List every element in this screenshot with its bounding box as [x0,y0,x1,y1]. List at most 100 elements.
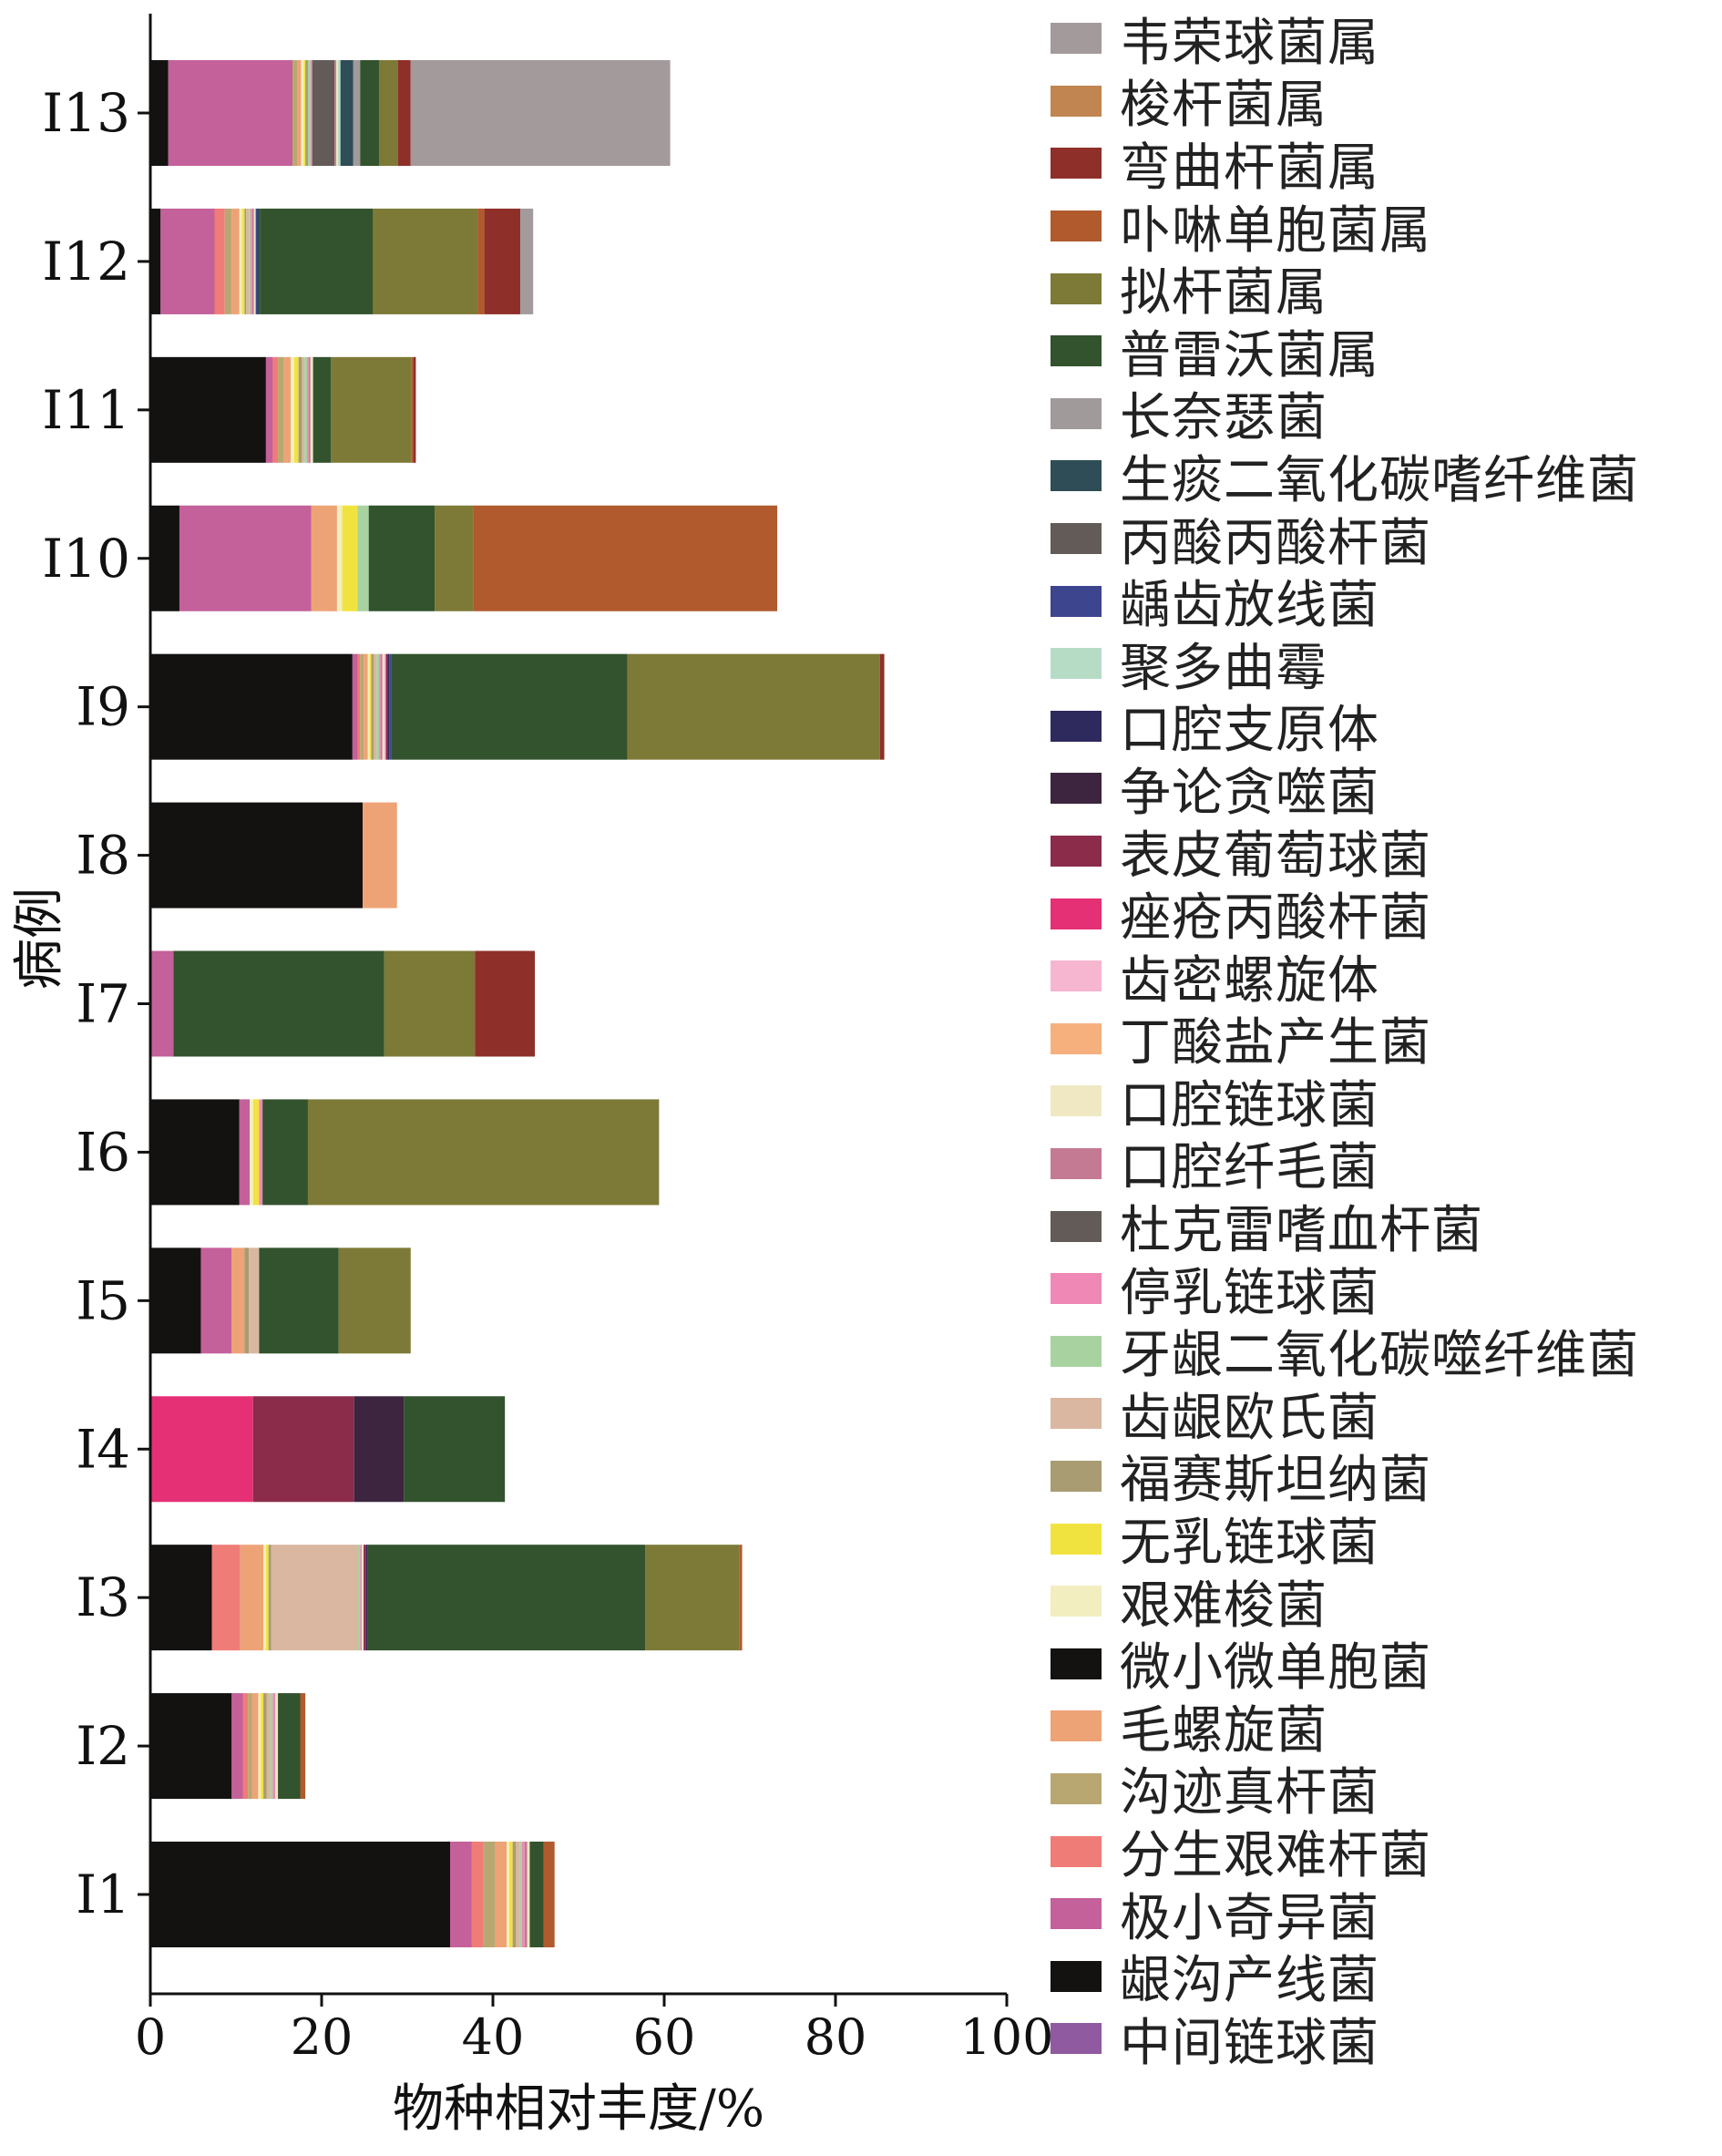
bar-segment [278,356,284,463]
legend-item: 口腔链球菌 [1046,1070,1722,1135]
legend-swatch [1051,1022,1102,1054]
bar-segment [331,356,412,463]
bar-segment [265,1545,269,1651]
bar-segment [200,1247,232,1354]
legend-item: 拟杆菌属 [1046,257,1722,323]
legend-swatch [1051,1648,1102,1679]
y-axis-title: 病例 [10,888,69,990]
bar-segment [378,60,398,166]
bar-segment [357,1545,361,1651]
bar-segment [307,60,311,166]
bar-segment [244,208,247,314]
bar-segment [367,653,370,760]
bar-segment [391,653,628,760]
bar-segment [224,208,232,314]
y-tick-label: I5 [76,1269,130,1331]
legend-item: 牙龈二氧化碳噬纤维菌 [1046,1319,1722,1385]
legend-item: 口腔支原体 [1046,695,1722,760]
bar-segment [150,60,169,166]
bar-segment [508,1842,513,1947]
y-tick-label: I13 [42,82,130,144]
legend-label: 毛螺旋菌 [1120,1700,1327,1761]
bar-segment [397,60,411,166]
legend-item: 杜克雷嗜血杆菌 [1046,1195,1722,1260]
legend-swatch [1051,1523,1102,1555]
legend-swatch [1051,960,1102,992]
legend-item: 丁酸盐产生菌 [1046,1008,1722,1073]
bar-segment [150,505,179,611]
bar-segment [337,60,341,166]
bar-segment [261,1693,264,1800]
legend-item: 生痰二氧化碳嗜纤维菌 [1046,445,1722,510]
bar-segment [475,950,536,1057]
legend-label: 齿密螺旋体 [1120,950,1379,1011]
bar-segment [369,653,372,760]
bar-segment [360,653,364,760]
bar-segment [173,950,384,1057]
bar-segment [310,356,313,463]
y-tick-label: I6 [76,1121,130,1183]
bar-segment [342,505,358,611]
y-tick-label: I4 [76,1418,130,1480]
bar-segment [360,1545,363,1651]
bar-segment [353,60,361,166]
legend-swatch [1051,710,1102,742]
bar-segment [305,60,308,166]
legend-item: 福赛斯坦纳菌 [1046,1445,1722,1510]
legend-label: 争论贪噬菌 [1120,763,1379,823]
bar-segment [304,356,308,463]
legend-label: 口腔支原体 [1120,701,1379,761]
legend-label: 齿龈欧氏菌 [1120,1388,1379,1448]
bar-segment [365,1545,368,1651]
bar-segment [357,505,369,611]
bar-segment [150,208,161,314]
bar-segment [252,1099,260,1206]
legend-label: 拟杆菌属 [1120,263,1327,323]
legend-label: 杜克雷嗜血杆菌 [1120,1201,1483,1261]
bar-segment [150,653,353,760]
legend-item: 微小微单胞菌 [1046,1632,1722,1698]
bar-segment [368,505,436,611]
bar-segment [519,1842,522,1947]
bar-segment [272,1693,276,1800]
bar-segment [160,208,215,314]
legend-label: 表皮葡萄球菌 [1120,826,1431,886]
legend-label: 微小微单胞菌 [1120,1638,1431,1699]
bar-segment [239,1099,251,1206]
legend-item: 毛螺旋菌 [1046,1695,1722,1761]
legend-label: 龋齿放线菌 [1120,576,1379,636]
legend-item: 停乳链球菌 [1046,1258,1722,1323]
bar-segment [484,208,521,314]
bar-segment [250,208,252,314]
bar-segment [335,60,338,166]
legend-swatch [1051,1273,1102,1305]
bar-segment [435,505,474,611]
bar-segment [242,1693,249,1800]
bar-segment [380,653,383,760]
bar-segment [302,356,305,463]
legend-label: 弯曲杆菌属 [1120,138,1379,198]
bar-segment [507,1842,509,1947]
bar-segment [179,505,312,611]
bar-segment [297,60,302,166]
bar-segment [371,653,374,760]
bar-segment [373,208,478,314]
legend-swatch [1051,335,1102,367]
bar-segment [278,1693,301,1800]
bar-segment [512,1842,517,1947]
legend-item: 弯曲杆菌属 [1046,132,1722,198]
bar-segment [360,60,379,166]
bar-segment [413,356,416,463]
bar-segment [275,1693,279,1800]
legend-label: 牙龈二氧化碳噬纤维菌 [1120,1326,1639,1386]
bar-segment [307,1099,660,1206]
legend-label: 无乳链球菌 [1120,1514,1379,1574]
bar-segment [376,653,379,760]
legend-item: 梭杆菌属 [1046,70,1722,135]
legend-swatch [1051,272,1102,304]
bar-segment [483,1842,496,1947]
legend-label: 福赛斯坦纳菌 [1120,1451,1431,1511]
bar-segment [364,653,368,760]
legend-label: 极小奇异菌 [1120,1888,1379,1948]
